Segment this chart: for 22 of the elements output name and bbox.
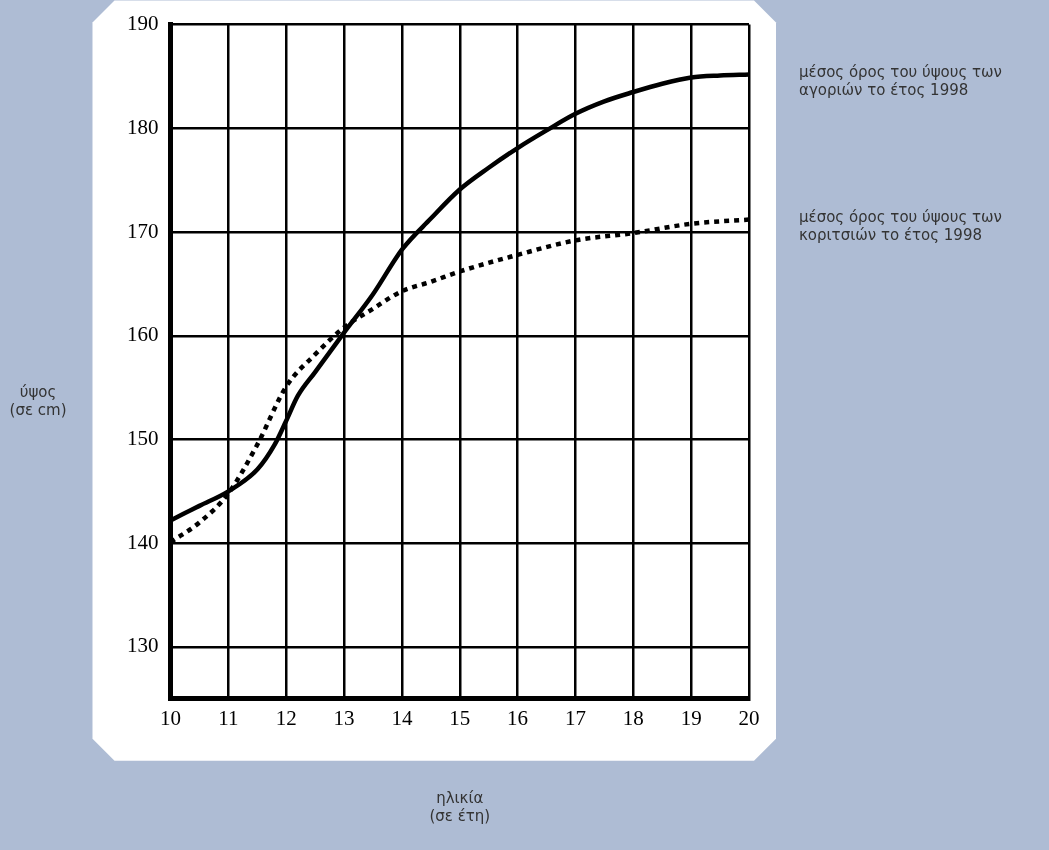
x-tick-label: 11 (218, 705, 239, 730)
x-tick-label: 14 (391, 705, 413, 730)
x-tick-label: 16 (507, 705, 529, 730)
text: μέσος όρος του ύψους των κοριτσιών το έτος 1998 (799, 208, 1002, 245)
x-tick-label: 17 (564, 705, 586, 730)
y-tick-label: 160 (127, 322, 159, 347)
y-tick-label: 140 (127, 529, 159, 554)
x-axis-title: ηλικία (σε έτη) (429, 788, 491, 825)
x-tick-label: 15 (449, 705, 471, 730)
x-tick-label: 18 (622, 705, 644, 730)
y-axis-title: ύψος (σε cm) (9, 382, 67, 419)
y-tick-label: 190 (127, 11, 159, 36)
x-tick-label: 12 (275, 705, 297, 730)
x-tick-label: 10 (160, 705, 181, 730)
x-tick-label: 13 (333, 705, 355, 730)
x-tick-label: 20 (738, 705, 760, 730)
x-tick-label: 19 (680, 705, 702, 730)
y-tick-label: 150 (127, 426, 159, 451)
y-tick-label: 180 (127, 114, 159, 139)
text: μέσος όρος του ύψους των αγοριών το έτος 1998 (799, 63, 1002, 100)
y-tick-label: 170 (127, 218, 159, 243)
y-tick-label: 130 (127, 633, 159, 658)
